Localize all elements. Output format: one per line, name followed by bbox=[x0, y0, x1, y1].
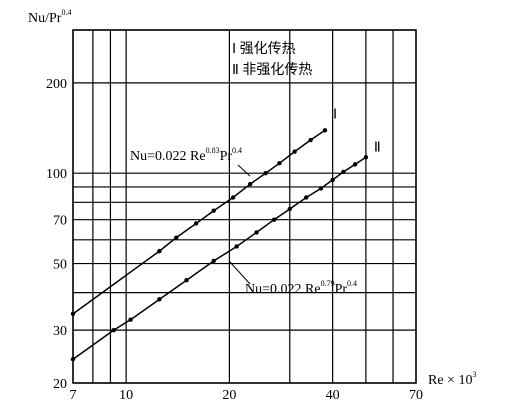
data-point bbox=[70, 357, 76, 362]
data-point bbox=[70, 311, 76, 317]
leader-line bbox=[229, 261, 251, 285]
annotation-part: 0.4 bbox=[232, 146, 242, 155]
data-point bbox=[304, 195, 309, 200]
series-line bbox=[72, 129, 326, 315]
data-point bbox=[330, 177, 335, 183]
data-point bbox=[157, 297, 162, 302]
annotation-part: Nu=0.022 Re bbox=[245, 282, 321, 297]
x-tick-label: 10 bbox=[119, 388, 133, 403]
annotation-part: Pr bbox=[335, 282, 348, 297]
data-point bbox=[184, 278, 189, 283]
data-point bbox=[352, 162, 358, 167]
legend-text: Ⅱ 非强化传热 bbox=[232, 62, 312, 78]
y-tick-label: 200 bbox=[46, 77, 67, 92]
leader-line bbox=[237, 164, 251, 177]
series-line bbox=[72, 156, 367, 360]
data-point bbox=[292, 149, 297, 154]
x-axis-label-part: Re × 10 bbox=[428, 373, 472, 388]
y-tick-label: 30 bbox=[53, 324, 67, 339]
data-point bbox=[157, 248, 162, 254]
x-tick-label: 40 bbox=[326, 388, 340, 403]
x-tick-label: 70 bbox=[409, 388, 423, 403]
data-point bbox=[277, 160, 282, 166]
data-point bbox=[287, 206, 292, 212]
data-point bbox=[211, 258, 216, 264]
plot-frame bbox=[72, 29, 417, 384]
data-point bbox=[193, 221, 199, 226]
annotation: Nu=0.022 Re0.79Pr0.4 bbox=[245, 279, 357, 297]
legend-box bbox=[200, 36, 350, 84]
data-point bbox=[318, 186, 324, 191]
annotation-part: Pr bbox=[220, 149, 233, 164]
data-point bbox=[363, 155, 369, 160]
annotation-part: 0.79 bbox=[321, 279, 335, 288]
y-tick-label: 20 bbox=[53, 377, 67, 392]
x-tick-label: 7 bbox=[70, 388, 77, 403]
data-point bbox=[230, 195, 236, 200]
data-point bbox=[254, 230, 259, 235]
data-point bbox=[271, 217, 277, 222]
x-axis-label-part: 3 bbox=[472, 370, 476, 379]
y-axis-label: Nu/Pr0.4 bbox=[28, 8, 71, 26]
y-tick-label: 50 bbox=[53, 258, 67, 273]
data-point bbox=[211, 208, 216, 213]
y-tick-label: 100 bbox=[46, 167, 67, 182]
data-point bbox=[234, 244, 239, 249]
data-point bbox=[341, 169, 346, 175]
data-point bbox=[174, 235, 179, 240]
annotation-part: 0.4 bbox=[347, 279, 357, 288]
y-axis-label-part: 0.4 bbox=[61, 8, 71, 17]
x-tick-label: 20 bbox=[222, 388, 236, 403]
data-point bbox=[263, 171, 268, 176]
data-point bbox=[111, 327, 116, 333]
y-axis-label-part: Nu/Pr bbox=[28, 11, 62, 26]
legend-text: Ⅰ 强化传热 bbox=[232, 41, 296, 57]
data-point bbox=[248, 181, 253, 187]
series-label: Ⅰ bbox=[333, 107, 337, 122]
annotation-part: 0.83 bbox=[206, 146, 220, 155]
series-label: Ⅱ bbox=[374, 140, 381, 155]
y-tick-label: 70 bbox=[53, 214, 67, 229]
data-point bbox=[308, 137, 313, 143]
x-axis-label: Re × 103 bbox=[428, 370, 476, 388]
annotation: Nu=0.022 Re0.83Pr0.4 bbox=[130, 146, 242, 164]
annotation-part: Nu=0.022 Re bbox=[130, 149, 206, 164]
data-point bbox=[128, 317, 133, 322]
data-point bbox=[322, 128, 328, 133]
